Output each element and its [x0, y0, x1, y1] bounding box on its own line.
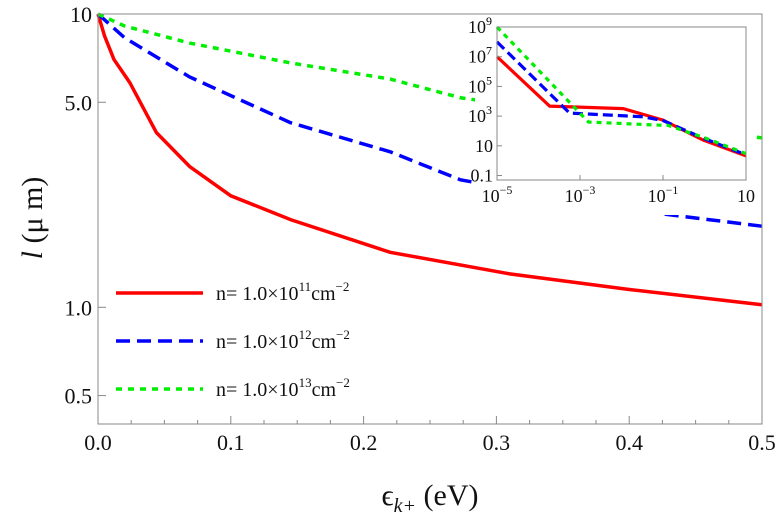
- inset-y-tick-label: 10: [468, 106, 486, 126]
- x-tick-label: 0.4: [615, 430, 643, 455]
- inset-y-tick-label: 10: [468, 17, 486, 37]
- y-tick-label: 5.0: [65, 90, 93, 115]
- inset-y-tick-label: 10: [468, 47, 486, 67]
- x-tick-label: 0.1: [217, 430, 245, 455]
- inset-y-tick-label: 10: [468, 76, 486, 96]
- x-tick-label: 0.2: [350, 430, 378, 455]
- x-axis-label: ϵk+ (eV): [382, 479, 479, 517]
- legend-label: n= 1.0×1011cm−2: [216, 279, 349, 305]
- main-series-solid: [96, 13, 763, 307]
- x-tick-label: 0.3: [483, 430, 511, 455]
- y-tick-label: 0.5: [65, 384, 93, 409]
- inset-y-tick-exponent: 3: [486, 103, 492, 117]
- legend: n= 1.0×1011cm−2 n= 1.0×1012cm−2 n= 1.0×101…: [116, 279, 350, 401]
- main-plot-axes: 0.0 0.1 0.2 0.3 0.4 0.5 0.5 1.0 5.0 10: [65, 2, 776, 455]
- inset-background: [475, 15, 756, 215]
- inset-y-tick-exponent: 5: [486, 73, 492, 87]
- legend-label: n= 1.0×1012cm−2: [216, 327, 350, 353]
- inset-x-tick-label: 10−3: [565, 183, 596, 206]
- inset-y-tick-exponent: 9: [486, 14, 492, 28]
- y-tick-label: 10: [70, 2, 92, 27]
- inset-series-dashed: [495, 40, 747, 157]
- inset-y-tick-exponent: 7: [486, 44, 492, 58]
- inset-y-tick-label: 0.1: [471, 166, 494, 186]
- x-tick-label: 0.0: [84, 430, 112, 455]
- inset-y-tick-label: 10: [475, 136, 493, 156]
- y-axis-label: l (μ m): [16, 177, 49, 260]
- inset-frame: [496, 26, 747, 181]
- inset-x-tick-label: 10−5: [482, 183, 513, 206]
- x-tick-label: 0.5: [748, 430, 776, 455]
- main-series-dotted: [97, 12, 763, 140]
- inset-x-tick-label: 10−1: [648, 183, 679, 206]
- legend-label: n= 1.0×1013cm−2: [216, 375, 350, 401]
- inset-x-tick-label: 10: [737, 186, 755, 206]
- y-tick-label: 1.0: [65, 295, 93, 320]
